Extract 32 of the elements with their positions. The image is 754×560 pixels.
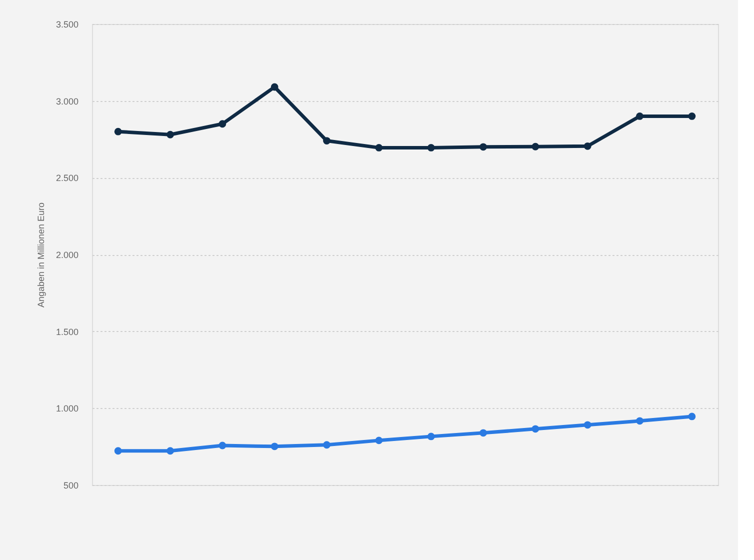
y-axis-title: Angaben in Millionen Euro [36,202,46,308]
point [323,441,330,449]
point [166,447,174,455]
point [688,112,696,120]
y-tick-label: 2.500 [56,173,78,184]
y-tick-label: 3.500 [56,20,78,30]
point [270,442,278,450]
point [480,429,487,437]
y-tick-label: 500 [63,480,78,490]
y-tick-label: 1.000 [56,404,78,414]
point [218,442,226,450]
point [114,447,122,455]
y-tick-label: 3.000 [56,96,78,106]
point [688,412,696,420]
point [584,142,592,150]
point [323,137,330,144]
y-tick-label: 1.500 [56,326,78,337]
point [480,143,487,151]
point [532,142,540,150]
point [114,128,122,136]
point [427,432,435,440]
y-tick-label: 2.000 [56,250,78,260]
point [270,83,278,91]
point [166,130,174,138]
point [636,112,644,120]
point [584,421,592,429]
point [636,417,644,425]
point [218,120,226,128]
point [427,144,435,152]
point [375,436,383,444]
point [375,144,383,152]
point [532,425,540,433]
